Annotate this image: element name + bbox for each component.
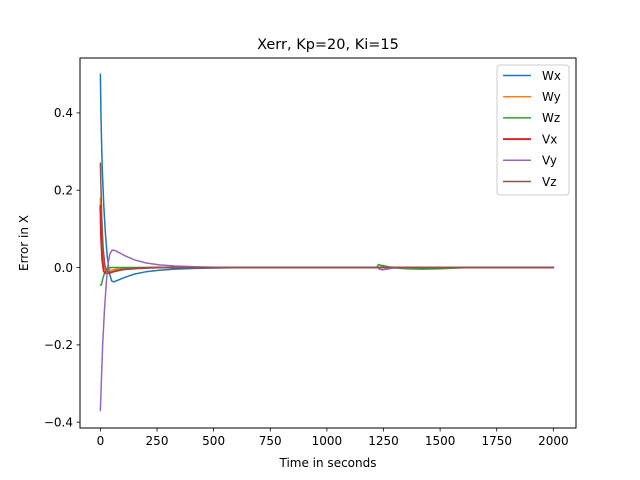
- y-tick-label: −0.4: [44, 416, 73, 430]
- axis-ticks: 0 250 500 750 1000 1250 1500 1750 2000 −0.4 −0.2 0.…: [44, 106, 569, 448]
- x-axis-label: Time in seconds: [279, 456, 377, 470]
- legend-label: Wy: [542, 90, 561, 104]
- x-tick-label: 1250: [368, 434, 399, 448]
- legend-label: Vx: [542, 132, 557, 146]
- chart-title: Xerr, Kp=20, Ki=15: [257, 37, 399, 53]
- legend: Wx Wy Wz Vx Vy Vz: [496, 64, 570, 196]
- legend-label: Wz: [542, 111, 560, 125]
- legend-label: Wx: [542, 69, 561, 83]
- x-tick-label: 2000: [538, 434, 569, 448]
- y-tick-label: 0.2: [54, 184, 73, 198]
- x-tick-label: 0: [97, 434, 105, 448]
- y-axis-label: Error in X: [17, 215, 31, 271]
- x-tick-label: 1000: [312, 434, 343, 448]
- y-tick-label: −0.2: [44, 338, 73, 352]
- series-line-vy: [99, 249, 555, 412]
- series-line-vz: [99, 162, 555, 273]
- plot-series: [99, 73, 555, 412]
- legend-label: Vz: [542, 175, 557, 189]
- x-tick-label: 500: [202, 434, 225, 448]
- legend-box: [496, 64, 570, 196]
- x-tick-label: 750: [259, 434, 282, 448]
- y-tick-label: 0.4: [54, 106, 73, 120]
- x-tick-label: 1750: [481, 434, 512, 448]
- x-tick-label: 1500: [425, 434, 456, 448]
- axes-frame: [79, 57, 577, 429]
- x-tick-label: 250: [146, 434, 169, 448]
- legend-label: Vy: [542, 154, 557, 168]
- y-tick-label: 0.0: [54, 261, 73, 275]
